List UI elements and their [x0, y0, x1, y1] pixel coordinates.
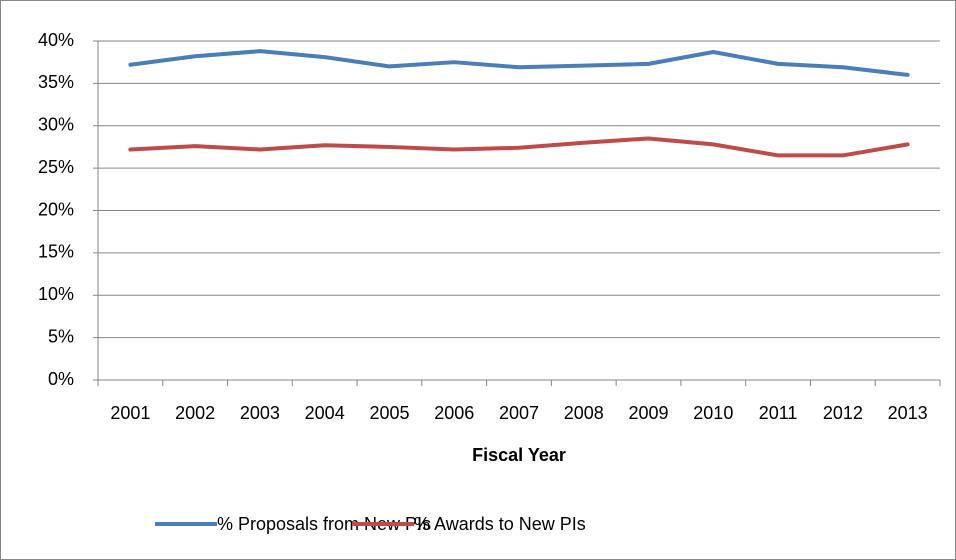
y-tick-label: 20%: [38, 199, 74, 219]
data-line: [128, 136, 910, 158]
y-tick-label: 5%: [48, 326, 74, 346]
x-tick-label: 2010: [693, 403, 733, 423]
y-tick-label: 0%: [48, 369, 74, 389]
x-tick-label: 2006: [434, 403, 474, 423]
x-tick-label: 2013: [888, 403, 928, 423]
y-tick-label: 15%: [38, 242, 74, 262]
y-tick-label: 35%: [38, 72, 74, 92]
x-tick-label: 2009: [629, 403, 669, 423]
legend-label: % Proposals from New PIs: [217, 514, 431, 534]
y-tick-label: 25%: [38, 157, 74, 177]
y-tick-label: 40%: [38, 30, 74, 50]
x-tick-label: 2008: [564, 403, 604, 423]
x-tick-label: 2011: [759, 403, 798, 423]
x-tick-label: 2012: [823, 403, 863, 423]
x-tick-label: 2003: [240, 403, 280, 423]
legend-label: % Awards to New PIs: [414, 514, 586, 534]
x-tick-label: 2001: [110, 403, 150, 423]
x-axis-title: Fiscal Year: [472, 445, 566, 465]
x-tick-label: 2005: [369, 403, 409, 423]
data-line: [128, 49, 910, 77]
y-tick-label: 10%: [38, 284, 74, 304]
x-tick-label: 2007: [499, 403, 539, 423]
x-tick-label: 2002: [175, 403, 215, 423]
y-tick-label: 30%: [38, 115, 74, 135]
x-tick-label: 2004: [305, 403, 345, 423]
